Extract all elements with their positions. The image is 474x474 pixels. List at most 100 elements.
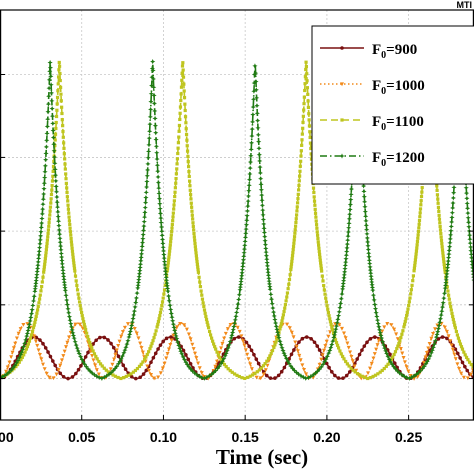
data-point [163,283,167,288]
data-point [348,191,354,197]
data-point [376,324,382,330]
data-point [324,361,329,366]
data-point [42,367,47,372]
data-point [194,356,199,360]
data-point [343,336,348,341]
data-point [74,345,80,351]
data-point [412,269,416,273]
data-point [53,132,58,136]
data-point [241,253,247,259]
data-point [39,211,45,217]
data-point [164,336,169,341]
data-point [81,317,85,321]
data-point [339,352,343,356]
data-point [318,258,322,262]
data-point [46,350,50,354]
data-point [372,335,377,339]
data-point [344,241,350,247]
data-point [235,301,241,307]
data-point [46,235,50,239]
data-point [243,348,248,353]
data-point [23,337,29,343]
data-point [289,267,293,272]
data-point [258,176,264,182]
data-point [247,344,251,349]
data-point [355,357,359,361]
data-point [208,333,213,337]
data-point [45,244,49,249]
data-point [403,319,407,324]
data-point [150,67,156,74]
data-point [263,253,270,259]
data-point [451,184,457,190]
data-point [177,135,181,139]
data-point [275,337,279,341]
data-point [154,150,160,156]
data-point [465,210,471,216]
data-point [388,352,392,357]
data-point [190,205,194,209]
data-point [245,193,252,199]
data-point [369,279,375,285]
data-point [31,293,37,299]
data-point [368,270,374,276]
data-point [141,223,147,229]
data-point [104,368,108,372]
data-point [180,71,184,75]
data-point [438,224,442,229]
data-point [323,344,328,348]
data-point [139,362,143,366]
data-point [196,270,201,274]
data-point [240,257,247,263]
data-point [176,151,180,156]
data-point [273,323,279,329]
data-point [440,300,446,306]
data-point [453,323,457,327]
data-point [31,326,36,330]
data-point [248,153,254,159]
data-point [250,96,257,102]
data-point [239,270,245,276]
data-point [187,174,191,179]
data-point [156,347,160,351]
data-point [191,217,195,221]
data-point [66,376,70,381]
data-point [43,150,49,157]
data-point [153,143,160,149]
data-point [291,244,296,249]
data-point [465,368,470,373]
data-point [343,252,349,258]
data-point [413,371,420,377]
data-point [415,370,422,376]
data-point [298,169,302,173]
data-point [162,262,168,268]
data-point [196,265,200,269]
data-point [378,335,385,341]
data-point [48,354,53,359]
data-point [187,169,191,174]
data-point [287,277,292,282]
corner-label: MTI [457,0,473,10]
data-point [281,316,285,320]
data-point [40,206,46,212]
data-point [80,359,86,365]
data-point [265,269,271,275]
data-point [261,372,266,377]
data-point [62,146,66,150]
data-point [154,156,160,162]
data-point [364,231,370,237]
data-point [381,342,387,348]
data-point [348,186,355,192]
data-point [156,375,161,380]
data-point [407,300,411,304]
data-point [318,364,324,370]
data-point [28,336,33,340]
data-point [22,340,28,346]
data-point [98,362,103,366]
data-point [447,297,451,301]
data-point [13,360,20,366]
data-point [169,236,173,241]
data-point [172,327,178,333]
data-point [175,157,180,161]
data-point [42,169,48,175]
